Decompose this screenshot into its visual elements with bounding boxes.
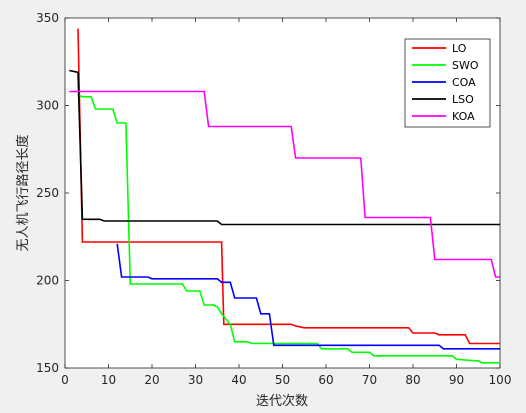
legend-label-lo: LO (452, 42, 467, 55)
x-tick-label: 20 (144, 373, 159, 387)
y-tick-label: 300 (36, 99, 59, 113)
x-axis-ticks: 0 10 20 30 40 50 60 70 80 90 100 (61, 18, 511, 387)
x-tick-label: 30 (188, 373, 203, 387)
x-tick-label: 80 (405, 373, 420, 387)
series-line-lo (77, 28, 500, 345)
x-axis-label: 迭代次数 (256, 393, 308, 409)
legend-box (404, 38, 491, 128)
x-tick-label: 40 (231, 373, 246, 387)
y-axis-ticks: 150 200 250 300 350 (36, 11, 500, 375)
series-layer (69, 28, 500, 364)
legend-label-coa: COA (452, 76, 476, 89)
y-tick-label: 200 (36, 274, 59, 288)
series-line-swo (77, 94, 500, 364)
y-tick-label: 250 (36, 186, 59, 200)
x-tick-label: 10 (101, 373, 116, 387)
legend-label-lso: LSO (452, 93, 474, 106)
legend: LO SWO COA LSO KOA (404, 38, 491, 128)
series-line-koa (69, 90, 500, 278)
series-line-coa (116, 243, 500, 350)
y-tick-label: 150 (36, 361, 59, 375)
x-tick-label: 100 (489, 373, 512, 387)
series-line-lso (69, 69, 500, 226)
legend-label-koa: KOA (452, 110, 475, 123)
x-tick-label: 0 (61, 373, 69, 387)
y-tick-label: 350 (36, 11, 59, 25)
x-tick-label: 50 (275, 373, 290, 387)
y-axis-label: 无人机飞行路径长度 (15, 134, 31, 251)
x-tick-label: 70 (362, 373, 377, 387)
legend-label-swo: SWO (452, 59, 479, 72)
x-tick-label: 60 (318, 373, 333, 387)
x-tick-label: 90 (449, 373, 464, 387)
